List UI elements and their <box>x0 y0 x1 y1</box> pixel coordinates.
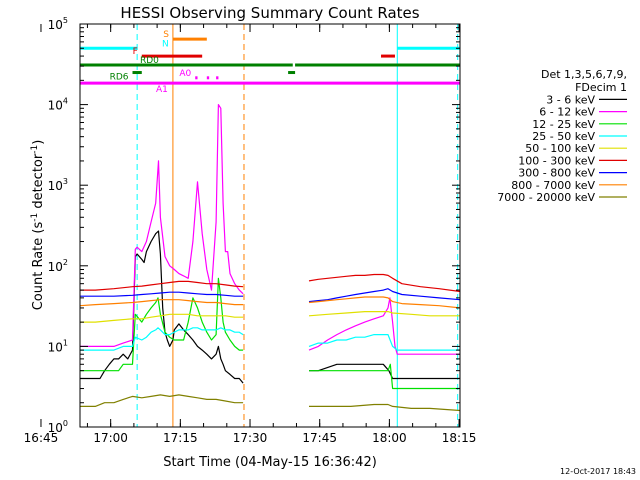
series-12-25-keV <box>80 277 460 390</box>
legend-entry-label: 7000 - 20000 keV <box>497 191 595 204</box>
series-line <box>308 296 461 309</box>
legend-entry-label: 100 - 300 keV <box>518 154 595 167</box>
x-tick-label: 17:45 <box>302 431 337 445</box>
legend-entry-label: 6 - 12 keV <box>539 106 595 119</box>
x-tick-label: 18:15 <box>442 431 477 445</box>
series-7000-20000-keV <box>80 394 461 412</box>
flag-rd6: RD6 <box>110 71 296 83</box>
series-line <box>308 273 461 293</box>
series-line <box>80 291 244 297</box>
series-line <box>80 230 244 384</box>
x-axis-label: Start Time (04-May-15 16:36:42) <box>163 455 377 470</box>
flag-label: A1 <box>156 85 168 95</box>
flag-f: F <box>133 47 395 58</box>
x-tick-label: 16:45 <box>24 431 59 445</box>
legend-entry-label: 300 - 800 keV <box>518 167 595 180</box>
data-series <box>79 104 461 412</box>
legend-entry-label: 50 - 100 keV <box>525 142 595 155</box>
flag-label: A0 <box>179 69 191 79</box>
series-line <box>80 280 244 291</box>
series-line <box>80 277 244 372</box>
flag-label: N <box>162 39 169 49</box>
flag-label: F <box>133 47 138 57</box>
legend-entry-label: 12 - 25 keV <box>532 118 595 131</box>
flag-label: S <box>163 30 169 40</box>
series-6-12-keV <box>80 104 460 355</box>
flag-rd0: RD0 <box>80 56 460 67</box>
flag-label: RD6 <box>110 73 129 83</box>
flag-label: RD0 <box>140 56 159 66</box>
x-axis: 16:45 17:00 17:15 17:30 17:45 18:00 18:15 <box>24 24 477 445</box>
series-line <box>80 327 244 351</box>
flag-a1: A1 <box>80 81 460 95</box>
legend-header: Det 1,3,5,6,7,9, <box>541 68 627 81</box>
series-line <box>80 313 244 323</box>
chart-title: HESSI Observing Summary Count Rates <box>120 4 419 22</box>
series-25-50-keV <box>80 327 460 351</box>
series-line <box>308 334 460 351</box>
series-100-300-keV <box>80 273 461 293</box>
series-300-800-keV <box>80 288 461 303</box>
series-line <box>80 394 244 407</box>
series-line <box>308 297 460 355</box>
series-line <box>309 363 460 390</box>
x-tick-label: 18:00 <box>372 431 407 445</box>
generation-timestamp: 12-Oct-2017 18:43 <box>560 467 636 476</box>
series-50-100-keV <box>80 311 460 323</box>
x-tick-label: 17:30 <box>233 431 268 445</box>
time-markers <box>136 24 459 427</box>
legend-entry-label: 3 - 6 keV <box>546 93 595 106</box>
plot-frame <box>79 23 461 428</box>
series-line <box>80 104 244 347</box>
series-line <box>79 299 244 307</box>
x-tick-label: 17:15 <box>163 431 198 445</box>
y-axis-label: Count Rate (s-1 detector-1) <box>30 140 46 311</box>
legend-entry-label: 25 - 50 keV <box>532 130 595 143</box>
flag-n: N <box>80 39 460 50</box>
series-line <box>309 403 461 412</box>
x-tick-label: 17:00 <box>93 431 128 445</box>
series-line <box>308 288 461 303</box>
legend-entry-label: 800 - 7000 keV <box>511 179 595 192</box>
legend-header: FDecim 1 <box>575 81 627 94</box>
flag-a0: A0 <box>179 69 219 80</box>
series-800-7000-keV <box>79 296 461 309</box>
flag-s: S <box>163 30 207 41</box>
series-line <box>308 311 460 317</box>
